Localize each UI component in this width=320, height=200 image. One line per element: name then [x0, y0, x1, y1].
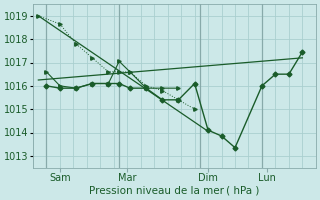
- X-axis label: Pression niveau de la mer ( hPa ): Pression niveau de la mer ( hPa ): [89, 186, 260, 196]
